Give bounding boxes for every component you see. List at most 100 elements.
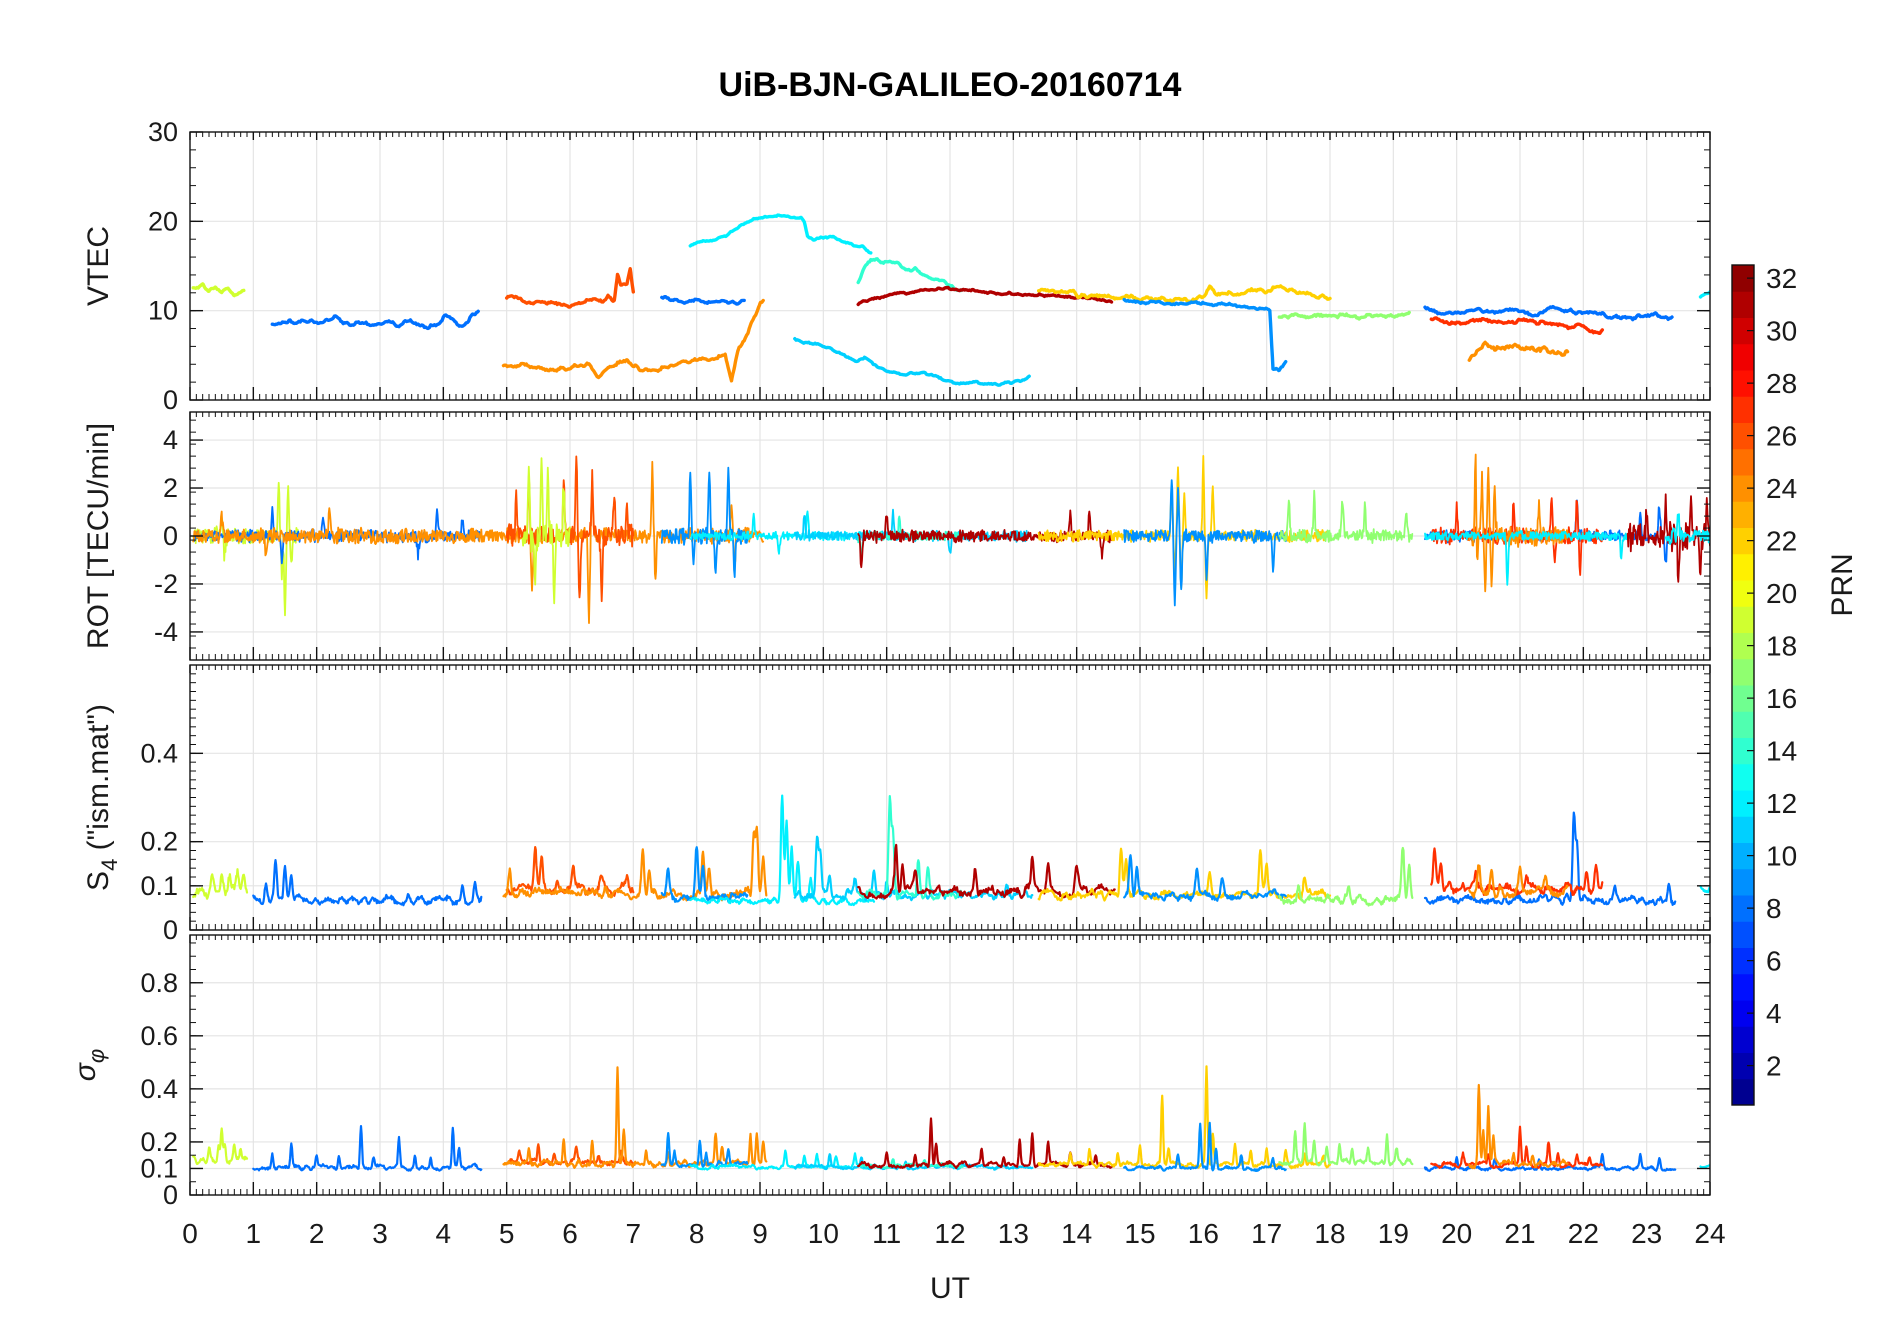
rot-ytick-label: 0 [163,521,178,551]
series-prn8 [1423,1152,1677,1173]
x-tick-label: 3 [372,1218,388,1249]
sigma-grid [190,935,1710,1195]
colorbar-cell [1732,763,1754,791]
series-prn17 [1278,489,1414,544]
series-prn31 [857,509,1113,569]
vtec-ytick-label: 30 [148,117,178,147]
x-tick-label: 17 [1251,1218,1282,1249]
series-prn9 [660,846,749,903]
colorbar-cell [1732,396,1754,423]
colorbar-cell [1732,527,1754,555]
x-tick-label: 21 [1504,1218,1535,1249]
colorbar-cell [1732,606,1754,633]
s4-ytick-label: 0.2 [140,827,178,857]
colorbar-cell [1732,475,1754,502]
colorbar-cell [1732,790,1754,817]
series-prn27 [1429,316,1604,335]
colorbar-cell [1732,947,1754,975]
colorbar-cell [1732,895,1754,922]
series-prn12 [689,510,872,555]
rot-y-axis-label: ROT [TECU/min] [82,423,115,649]
colorbar-cell [1732,816,1754,843]
rot-panel: -4 -2 0 2 4 ROT [TECU/min] [82,411,1711,661]
x-tick-label: 23 [1631,1218,1662,1249]
s4-ytick-label: 0.1 [140,871,178,901]
colorbar-tick-label: 18 [1766,631,1797,662]
x-tick-label: 12 [934,1218,965,1249]
vtec-y-axis-label: VTEC [82,226,115,306]
colorbar-cell [1732,1052,1754,1080]
x-tick-label: 15 [1124,1218,1155,1249]
x-tick-label: 7 [626,1218,642,1249]
colorbar-cell [1732,501,1754,528]
colorbar-cell [1732,580,1754,607]
sigma-ytick-label: 0.2 [140,1127,178,1157]
series-prn12 [688,213,873,255]
colorbar-cell [1732,370,1754,397]
x-tick-label: 14 [1061,1218,1092,1249]
vtec-grid [190,132,1710,400]
x-tick-label: 13 [998,1218,1029,1249]
x-tick-label: 0 [182,1218,198,1249]
series-prn19 [191,282,246,298]
sigma-panel: 00.10.2 0.4 0.6 0.8 σφ [69,934,1711,1210]
series-prn12 [1699,885,1710,894]
colorbar-cell [1732,265,1754,292]
x-axis-tick-labels: 0 1 2 3 4 5 6 7 8 9 10 11 12 13 14 15 16 17 18 19 20 21 22 23 24 [182,1218,1725,1249]
series-prn24 [502,1066,768,1169]
x-tick-label: 8 [689,1218,705,1249]
colorbar-cell [1732,1026,1754,1053]
s4-ytick-label: 0 [163,915,178,945]
colorbar-cell [1732,317,1754,345]
x-tick-label: 6 [562,1218,578,1249]
sigma-y-axis-label: σφ [69,1049,109,1081]
colorbar-cell [1732,921,1754,948]
colorbar-cell [1732,632,1754,660]
colorbar-tick-label: 28 [1766,368,1797,399]
series-prn12 [1424,530,1629,586]
series-prn8 [252,1125,483,1172]
series-prn14 [856,257,965,293]
rot-ytick-label: 2 [163,473,178,503]
s4-y-axis-label: S4 ("ism.mat") [82,704,122,891]
series-prn8 [270,309,480,331]
sigma-ytick-label: 0.1 [140,1153,178,1183]
series-prn9 [1123,1121,1287,1172]
colorbar-cell [1732,448,1754,476]
sigma-ytick-label: 0 [163,1180,178,1210]
series-prn24 [1467,340,1570,362]
x-tick-label: 22 [1568,1218,1599,1249]
series-prn11 [793,337,1031,387]
colorbar-cell [1732,658,1754,686]
colorbar-cell [1732,868,1754,896]
colorbar-tick-label: 32 [1766,263,1797,294]
series-prn24 [1468,453,1569,593]
series-prn24 [1468,1083,1569,1170]
series-prn9 [1122,297,1288,373]
x-tick-label: 4 [436,1218,452,1249]
series-prn31 [856,285,1114,307]
series-prn24 [501,298,765,383]
s4-grid [190,665,1710,930]
sigma-ytick-label: 0.4 [140,1074,178,1104]
series-prn17 [1278,846,1414,907]
x-tick-label: 11 [872,1218,901,1249]
rot-ytick-label: -2 [154,569,178,599]
colorbar-cell [1732,291,1754,318]
series-prn22 [1037,1065,1332,1170]
series-prn24 [1468,864,1569,899]
series-prn9 [660,466,749,578]
colorbar-tick-label: 22 [1766,526,1797,557]
series-prn12 [689,1149,876,1171]
series-prn22 [1037,847,1332,902]
x-tick-label: 20 [1441,1218,1472,1249]
colorbar-tick-label: 4 [1766,998,1782,1029]
rot-ytick-label: 4 [163,425,178,455]
series-prn14 [857,795,964,901]
colorbar-cell [1732,1000,1754,1027]
vtec-ytick-label: 20 [148,206,178,236]
colorbar-cell [1732,973,1754,1001]
vtec-panel: 0 10 20 30 VTEC [82,117,1711,415]
series-prn11 [793,1153,1034,1171]
